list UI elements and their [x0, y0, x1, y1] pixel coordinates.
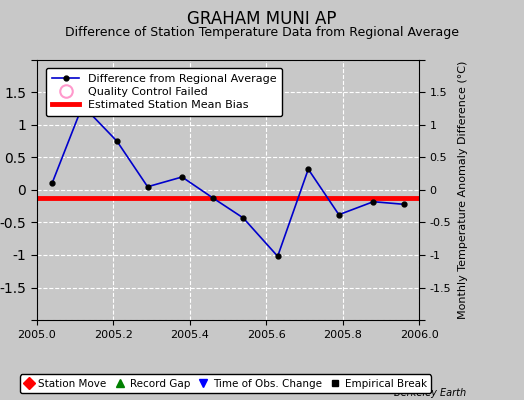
Difference from Regional Average — [80, 103, 86, 108]
Legend: Station Move, Record Gap, Time of Obs. Change, Empirical Break: Station Move, Record Gap, Time of Obs. C… — [19, 374, 431, 393]
Difference from Regional Average — [145, 184, 151, 189]
Difference from Regional Average — [401, 202, 407, 207]
Difference from Regional Average — [336, 212, 342, 217]
Text: GRAHAM MUNI AP: GRAHAM MUNI AP — [187, 10, 337, 28]
Difference from Regional Average — [275, 254, 281, 259]
Difference from Regional Average — [179, 174, 185, 179]
Text: Difference of Station Temperature Data from Regional Average: Difference of Station Temperature Data f… — [65, 26, 459, 39]
Difference from Regional Average — [114, 139, 120, 144]
Legend: Difference from Regional Average, Quality Control Failed, Estimated Station Mean: Difference from Regional Average, Qualit… — [46, 68, 282, 116]
Line: Difference from Regional Average: Difference from Regional Average — [50, 103, 406, 259]
Difference from Regional Average — [210, 195, 216, 200]
Text: Berkeley Earth: Berkeley Earth — [394, 388, 466, 398]
Difference from Regional Average — [240, 216, 246, 220]
Difference from Regional Average — [305, 167, 311, 172]
Difference from Regional Average — [370, 199, 376, 204]
Difference from Regional Average — [49, 181, 55, 186]
Y-axis label: Monthly Temperature Anomaly Difference (°C): Monthly Temperature Anomaly Difference (… — [458, 61, 468, 319]
